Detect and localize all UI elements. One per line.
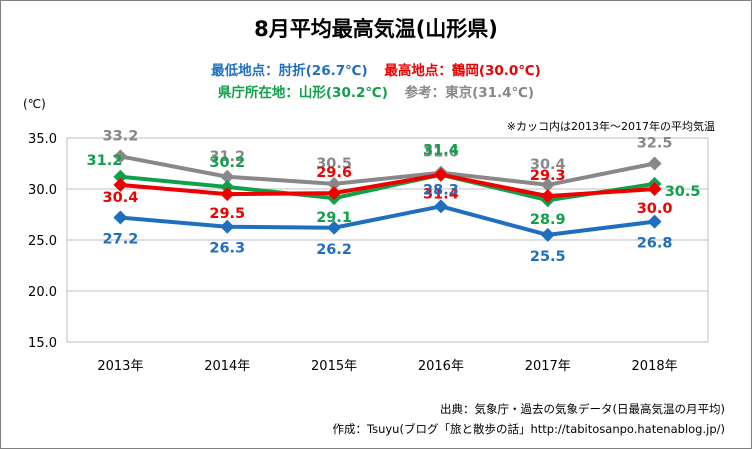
data-marker (220, 179, 235, 194)
data-marker (433, 167, 448, 182)
chart-note: ※カッコ内は2013年～2017年の平均気温 (506, 120, 715, 133)
data-marker (327, 186, 342, 201)
data-label: 29.6 (316, 165, 352, 181)
chart-title: 8月平均最高気温(山形県) (254, 17, 498, 41)
legend-item-tsuruoka: 最高地点：鶴岡(30.0℃) (384, 63, 541, 79)
data-marker (647, 156, 662, 171)
x-tick-label: 2014年 (204, 359, 250, 374)
data-marker (113, 210, 128, 225)
data-marker (220, 169, 235, 184)
data-label: 29.1 (316, 210, 352, 226)
data-label: 30.5 (665, 184, 701, 200)
legend-row-1: 最低地点：肘折(26.7℃) 最高地点：鶴岡(30.0℃) (1, 59, 751, 79)
data-marker (540, 227, 555, 242)
data-label: 31.4 (423, 187, 459, 203)
data-label: 31.2 (209, 149, 245, 165)
x-tick-label: 2015年 (311, 359, 357, 374)
data-label: 30.0 (637, 201, 673, 217)
data-marker (327, 220, 342, 235)
y-tick-label: 15.0 (28, 336, 57, 351)
data-marker (220, 187, 235, 202)
data-label: 31.2 (87, 153, 123, 169)
data-label: 26.8 (637, 236, 673, 252)
legend-item-tokyo: 参考：東京(31.4℃) (404, 85, 535, 101)
data-marker (540, 189, 555, 204)
data-marker (113, 149, 128, 164)
data-label: 31.4 (423, 143, 459, 159)
data-label: 25.5 (530, 249, 566, 265)
data-marker (433, 199, 448, 214)
x-tick-label: 2016年 (418, 359, 464, 374)
series-line (120, 154, 655, 187)
data-label: 30.5 (316, 156, 352, 172)
data-label: 33.2 (103, 128, 139, 144)
source-text: 出典：気象庁・過去の気象データ(日最高気温の月平均) (440, 402, 725, 416)
data-label: 31.6 (423, 145, 459, 161)
data-label: 30.2 (209, 155, 245, 171)
data-label: 30.4 (103, 190, 139, 206)
legend-row-2: 県庁所在地：山形(30.2℃) 参考：東京(31.4℃) (1, 81, 751, 101)
data-marker (113, 169, 128, 184)
x-tick-label: 2018年 (632, 359, 678, 374)
data-marker (327, 176, 342, 191)
data-label: 29.5 (209, 206, 245, 222)
data-label: 26.2 (316, 242, 352, 258)
data-label: 32.5 (637, 136, 673, 152)
credit-text: 作成：Tsuyu(ブログ「旅と散歩の話」http://tabitosanpo.h… (332, 422, 725, 436)
legend-item-hijiori: 最低地点：肘折(26.7℃) (211, 63, 368, 79)
data-label: 30.4 (530, 157, 566, 173)
data-marker (647, 182, 662, 196)
data-marker (647, 214, 662, 229)
data-label: 27.2 (103, 232, 139, 248)
series-line (120, 172, 655, 199)
x-tick-label: 2017年 (525, 359, 571, 374)
data-marker (113, 177, 128, 192)
series-line (120, 172, 655, 203)
data-marker (220, 219, 235, 234)
data-label: 28.9 (530, 212, 566, 228)
y-tick-label: 25.0 (28, 234, 57, 249)
y-tick-label: 30.0 (28, 183, 57, 198)
y-tick-label: 20.0 (28, 285, 57, 300)
data-label: 28.3 (423, 182, 459, 198)
y-tick-label: 35.0 (28, 132, 57, 147)
x-tick-label: 2013年 (97, 359, 143, 374)
legend-item-yamagata: 県庁所在地：山形(30.2℃) (217, 85, 388, 101)
series-line (120, 204, 655, 237)
data-label: 29.3 (530, 168, 566, 184)
y-axis-unit: (℃) (23, 97, 46, 111)
plot-area (66, 137, 709, 343)
data-marker (540, 177, 555, 192)
data-label: 26.3 (209, 241, 245, 257)
